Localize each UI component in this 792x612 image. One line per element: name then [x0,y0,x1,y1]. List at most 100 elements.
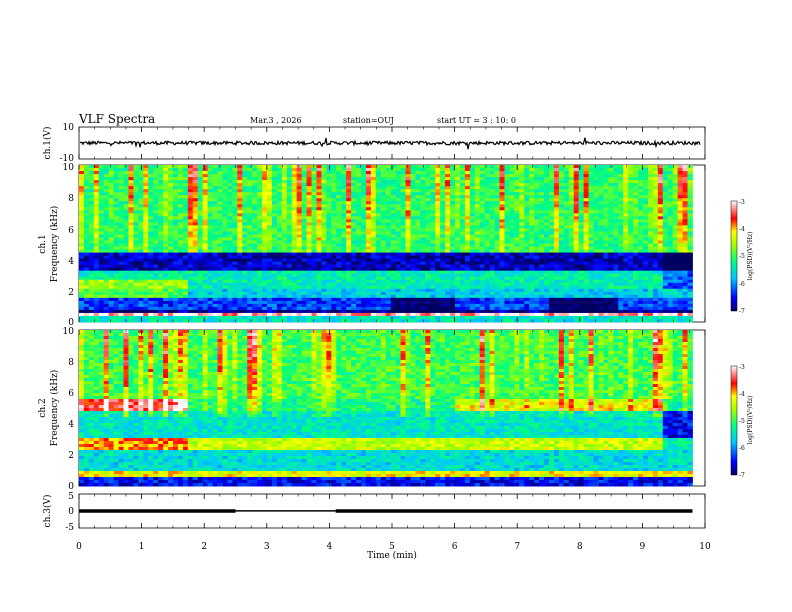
spectrogram-cell [88,258,95,263]
spectrogram-cell [484,204,491,208]
spectrogram-cell [400,261,406,266]
spectrogram-cell [143,168,149,172]
spectrogram-cell [539,210,545,214]
spectrogram-cell [143,231,149,235]
spectrogram-cell [108,315,115,320]
spectrogram-cell [341,276,347,281]
spectrogram-cell [187,228,194,232]
spectrogram-cell [177,225,184,229]
spectrogram-cell [286,234,293,238]
spectrogram-cell [351,252,357,256]
spectrogram-cell [356,207,362,211]
spectrogram-cell [118,192,124,196]
spectrogram-cell [227,213,233,217]
spectrogram-cell [311,300,317,305]
spectrogram-cell [83,207,90,211]
spectrogram-cell [128,222,134,226]
spectrogram-cell [83,204,90,208]
spectrogram-cell [405,264,411,269]
spectrogram-cell [425,267,431,272]
spectrogram-cell [237,264,243,269]
spectrogram-cell [435,261,441,266]
spectrogram-cell [356,279,362,284]
spectrogram-cell [227,291,233,296]
spectrogram-cell [123,255,129,259]
spectrogram-cell [356,267,362,272]
spectrogram-cell [262,186,268,190]
spectrogram-cell [168,201,174,205]
spectrogram-cell [405,177,411,181]
spectrogram-cell [499,237,505,241]
spectrogram-cell [529,306,535,311]
spectrogram-cell [450,189,456,193]
spectrogram-cell [143,204,149,208]
spectrogram-cell [168,198,174,202]
spectrogram-cell [262,300,268,305]
spectrogram-cell [445,264,451,269]
spectrogram-cell [143,309,149,314]
spectrogram-cell [365,174,372,178]
spectrogram-cell [479,171,486,175]
spectrogram-cell [123,219,129,223]
spectrogram-cell [326,306,332,311]
spectrogram-cell [336,306,342,311]
spectrogram-cell [222,264,228,269]
spectrogram-cell [435,258,441,263]
spectrogram-cell [163,177,169,181]
spectrogram-cell [385,174,392,178]
spectrogram-cell [98,297,105,302]
spectrogram-cell [415,207,421,211]
spectrogram-cell [455,270,461,275]
spectrogram-cell [262,204,268,208]
spectrogram-cell [484,219,491,223]
spectrogram-cell [365,294,372,299]
spectrogram-cell [207,300,213,305]
spectrogram-cell [242,186,248,190]
spectrogram-cell [168,192,174,196]
spectrogram-cell [118,243,124,247]
spectrogram-cell [103,309,110,314]
spectrogram-cell [118,222,124,226]
spectrogram-cell [237,195,243,199]
spectrogram-cell [148,201,154,205]
spectrogram-cell [435,285,441,290]
spectrogram-cell [489,306,495,311]
spectrogram-cell [88,189,95,193]
spectrogram-cell [316,282,322,287]
ch1-spectrogram-image [79,165,693,323]
spectrogram-cell [440,252,446,256]
spectrogram-cell [494,234,500,238]
spectrogram-cell [133,195,139,199]
spectrogram-cell [158,216,164,220]
spectrogram-cell [544,171,550,175]
spectrogram-cell [494,282,500,287]
spectrogram-cell [524,225,530,229]
spectrogram-cell [267,300,273,305]
spectrogram-cell [400,306,406,311]
spectrogram-cell [202,315,209,320]
spectrogram-cell [311,267,317,272]
spectrogram-cell [207,201,213,205]
spectrogram-cell [182,219,189,223]
spectrogram-cell [177,276,184,281]
spectrogram-cell [494,318,500,323]
spectrogram-cell [514,294,520,299]
spectrogram-cell [232,243,238,247]
spectrogram-cell [445,204,451,208]
spectrogram-cell [405,312,411,317]
spectrogram-cell [321,276,327,281]
spectrogram-cell [395,264,401,269]
spectrogram-cell [222,186,228,190]
spectrogram-cell [529,231,535,235]
spectrogram-cell [356,303,362,308]
spectrogram-cell [341,264,347,269]
spectrogram-cell [113,198,119,202]
spectrogram-cell [410,279,416,284]
spectrogram-cell [267,228,273,232]
spectrogram-cell [445,288,451,293]
spectrogram-cell [281,252,288,256]
spectrogram-cell [212,282,218,287]
spectrogram-cell [375,291,382,296]
spectrogram-cell [177,306,184,311]
spectrogram-cell [395,303,401,308]
